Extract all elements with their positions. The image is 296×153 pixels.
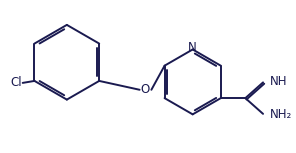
Text: NH₂: NH₂ [270, 108, 292, 121]
Text: NH: NH [270, 75, 287, 88]
Text: N: N [188, 41, 197, 54]
Text: O: O [141, 83, 150, 96]
Text: Cl: Cl [10, 76, 22, 89]
